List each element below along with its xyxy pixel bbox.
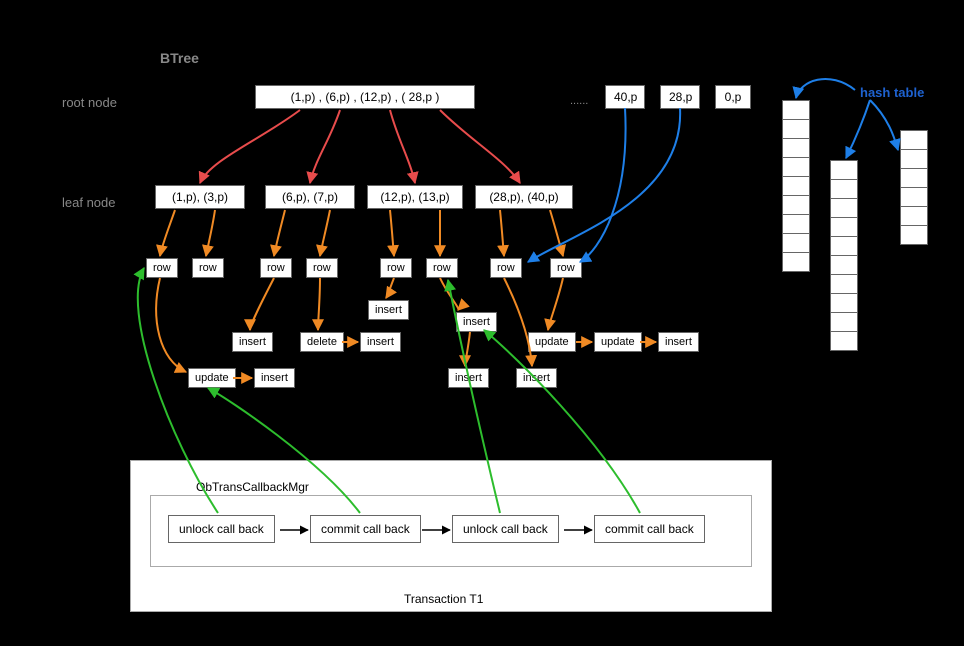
row-4: row [380, 258, 412, 278]
op-insert-f: insert [254, 368, 295, 388]
leaf-1: (6,p), (7,p) [265, 185, 355, 209]
leaf-0: (1,p), (3,p) [155, 185, 245, 209]
tx-cb-0: unlock call back [168, 515, 275, 543]
leaf-3: (28,p), (40,p) [475, 185, 573, 209]
key-0: 0,p [715, 85, 751, 109]
root-label: root node [62, 95, 117, 110]
tx-title: Transaction T1 [400, 592, 487, 606]
row-0: row [146, 258, 178, 278]
op-insert-a: insert [368, 300, 409, 320]
btree-title: BTree [160, 50, 199, 66]
key-28: 28,p [660, 85, 700, 109]
op-update-b: update [594, 332, 642, 352]
tx-cb-2: unlock call back [452, 515, 559, 543]
tx-cb-3: commit call back [594, 515, 705, 543]
op-insert-b: insert [232, 332, 273, 352]
dots: ...... [570, 95, 588, 107]
row-6: row [490, 258, 522, 278]
tx-mgr-label: ObTransCallbackMgr [192, 480, 313, 494]
row-7: row [550, 258, 582, 278]
op-update-c: update [188, 368, 236, 388]
row-2: row [260, 258, 292, 278]
row-5: row [426, 258, 458, 278]
row-1: row [192, 258, 224, 278]
row-3: row [306, 258, 338, 278]
op-insert-h: insert [516, 368, 557, 388]
op-insert-d: insert [456, 312, 497, 332]
key-40: 40,p [605, 85, 645, 109]
hash-label: hash table [860, 85, 924, 100]
root-node: (1,p) , (6,p) , (12,p) , ( 28,p ) [255, 85, 475, 109]
leaf-2: (12,p), (13,p) [367, 185, 463, 209]
op-delete-a: delete [300, 332, 344, 352]
leaf-label: leaf node [62, 195, 116, 210]
op-insert-e: insert [658, 332, 699, 352]
tx-cb-1: commit call back [310, 515, 421, 543]
op-update-a: update [528, 332, 576, 352]
op-insert-c: insert [360, 332, 401, 352]
op-insert-g: insert [448, 368, 489, 388]
